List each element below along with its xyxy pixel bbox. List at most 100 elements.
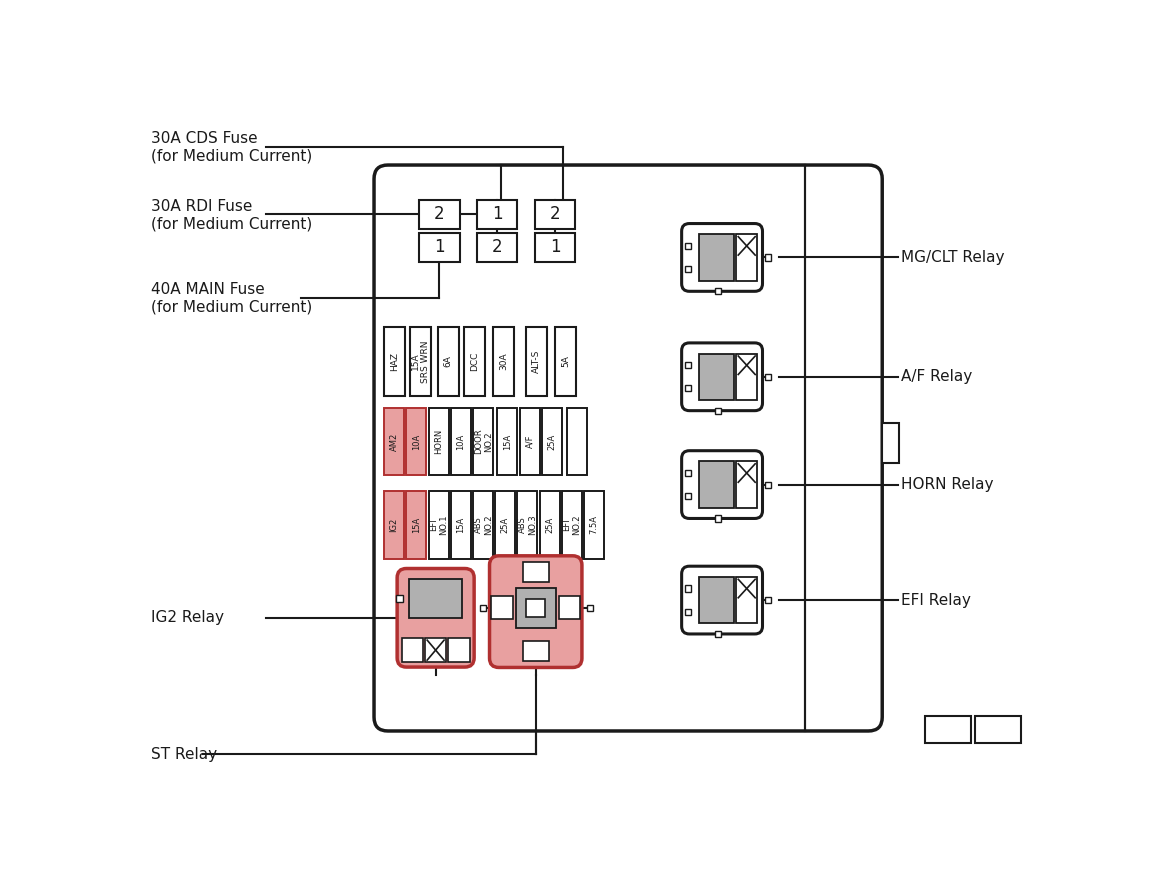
Bar [765,374,772,380]
Bar [477,199,517,229]
Bar [402,637,423,662]
Text: 5: 5 [432,598,440,611]
Bar [452,491,471,559]
Text: DOOR
NO.2: DOOR NO.2 [473,428,493,454]
Bar [685,266,691,272]
Bar [584,491,605,559]
Text: 3: 3 [432,586,440,599]
Bar [685,243,691,249]
Bar [495,491,515,559]
Text: 5: 5 [532,645,540,658]
Bar [384,491,404,559]
Bar [523,562,548,582]
Text: DCC: DCC [470,351,479,371]
Text: 2: 2 [550,206,560,224]
Bar [736,234,758,281]
Bar [477,232,517,262]
Bar [559,596,581,620]
Bar [479,604,486,611]
Text: A/F Relay: A/F Relay [902,369,972,384]
Text: 6A: 6A [444,356,453,367]
Bar [699,461,734,508]
Bar [685,385,691,392]
Bar [699,577,734,623]
Text: 5: 5 [703,491,710,502]
Bar [491,596,513,620]
Bar [541,408,562,476]
Text: ALT-S: ALT-S [531,350,540,373]
Bar [535,199,575,229]
Bar [498,408,517,476]
Bar [715,515,721,521]
Text: HORN: HORN [434,429,444,454]
FancyBboxPatch shape [682,224,763,291]
Text: 30A RDI Fuse
(for Medium Current): 30A RDI Fuse (for Medium Current) [151,198,312,232]
Bar [410,326,431,396]
Text: EFI
NO.2: EFI NO.2 [562,514,582,535]
Bar [429,408,449,476]
Bar [448,637,470,662]
Text: 5A: 5A [561,356,570,367]
Bar [517,491,537,559]
Text: 1: 1 [743,264,750,274]
Text: IG2 Relay: IG2 Relay [151,611,223,625]
FancyBboxPatch shape [397,569,475,667]
Bar [473,491,493,559]
Bar [715,288,721,294]
Text: MG/CLT Relay: MG/CLT Relay [902,250,1005,265]
Text: 1: 1 [409,644,417,656]
Bar [409,579,462,618]
Bar [975,715,1021,743]
Text: 1: 1 [550,239,560,257]
Text: 2: 2 [492,239,502,257]
FancyBboxPatch shape [682,566,763,634]
Text: ABS
NO.3: ABS NO.3 [517,514,537,535]
Bar [567,408,586,476]
Text: ST Relay: ST Relay [151,746,217,762]
Bar [396,595,402,602]
Text: 2: 2 [743,584,750,594]
Bar [525,326,546,396]
Bar [523,641,548,662]
Text: 2: 2 [743,240,750,251]
Text: 25A: 25A [547,434,556,450]
Text: 15A: 15A [456,517,465,533]
FancyBboxPatch shape [682,451,763,519]
Text: 3: 3 [532,566,539,578]
Bar [539,491,560,559]
FancyBboxPatch shape [490,556,582,668]
Text: 25A: 25A [545,517,554,533]
Bar [685,493,691,499]
Text: EFI
NO.1: EFI NO.1 [429,514,448,535]
Text: 3: 3 [703,360,710,370]
Text: 15A
SRS WRN: 15A SRS WRN [411,340,431,383]
Text: 5: 5 [703,607,710,617]
FancyBboxPatch shape [682,343,763,410]
Text: 2: 2 [743,360,750,370]
Bar [882,423,900,463]
Bar [429,491,449,559]
Text: 2: 2 [455,644,463,656]
Bar [516,587,555,628]
Bar [384,326,404,396]
Bar [685,609,691,615]
Bar [699,354,734,400]
Text: 2: 2 [434,206,445,224]
Bar [425,637,447,662]
Bar [699,234,734,281]
Text: 40A MAIN Fuse
(for Medium Current): 40A MAIN Fuse (for Medium Current) [151,282,312,315]
Bar [535,232,575,262]
Text: 25A: 25A [500,517,509,533]
Text: AM2: AM2 [389,433,399,451]
Bar [685,470,691,477]
Text: 30A: 30A [499,352,508,370]
Text: HORN Relay: HORN Relay [902,477,994,492]
Text: 1: 1 [492,206,502,224]
Text: 1: 1 [498,602,506,614]
Bar [520,408,539,476]
Text: 10A: 10A [412,434,420,450]
Bar [419,199,460,229]
Text: 3: 3 [703,468,710,478]
Text: 7.5A: 7.5A [590,515,599,534]
Bar [685,586,691,592]
